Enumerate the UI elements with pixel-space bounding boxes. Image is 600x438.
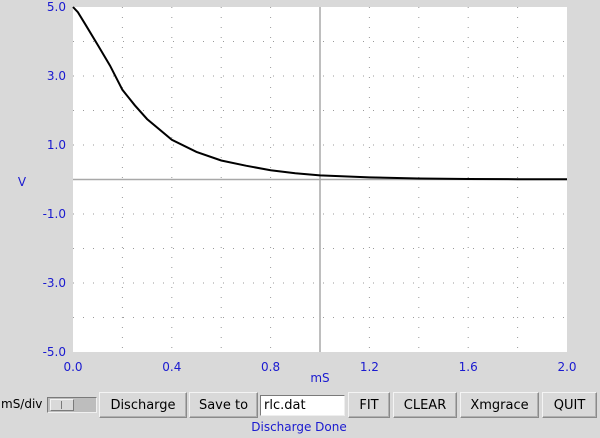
x-tick-label: 0.4 — [162, 360, 181, 374]
x-tick-label: 2.0 — [557, 360, 576, 374]
y-tick-label: -5.0 — [43, 345, 66, 359]
series-layer — [72, 6, 568, 181]
slider-thumb[interactable] — [50, 399, 74, 411]
y-tick-label: 5.0 — [47, 0, 66, 14]
y-tick-label: -1.0 — [43, 207, 66, 221]
y-tick-label: 3.0 — [47, 69, 66, 83]
quit-button[interactable]: QUIT — [542, 392, 597, 418]
status-text: Discharge Done — [251, 420, 347, 434]
xmgrace-button[interactable]: Xmgrace — [460, 392, 539, 418]
y-tick-label: 1.0 — [47, 138, 66, 152]
filename-input[interactable] — [260, 395, 345, 416]
save-to-button[interactable]: Save to — [189, 392, 258, 418]
y-tick-label: -3.0 — [43, 276, 66, 290]
ms-per-div-slider[interactable] — [47, 397, 97, 413]
y-axis-label: V — [18, 175, 27, 189]
scale-label: mS/div — [1, 397, 43, 411]
x-tick-label: 0.0 — [63, 360, 82, 374]
discharge-button[interactable]: Discharge — [99, 392, 187, 418]
plot-area[interactable]: 0.0 0.4 0.8 1.2 1.6 2.05.03.01.0-1.0-3.0-5.0 … — [0, 0, 600, 392]
control-bar: mS/div Discharge Save to FIT CLEAR Xmgra… — [0, 392, 600, 418]
voltage-trace — [72, 6, 568, 181]
x-tick-label: 0.8 — [261, 360, 280, 374]
clear-button[interactable]: CLEAR — [393, 392, 457, 418]
x-tick-label: 1.6 — [459, 360, 478, 374]
x-tick-label: 1.2 — [360, 360, 379, 374]
x-axis-label: mS — [310, 371, 329, 385]
fit-button[interactable]: FIT — [348, 392, 390, 418]
tick-labels: 0.0 0.4 0.8 1.2 1.6 2.0 5.0 3.0 1.0 -1.0 -3.0 -5.0 — [43, 0, 577, 374]
